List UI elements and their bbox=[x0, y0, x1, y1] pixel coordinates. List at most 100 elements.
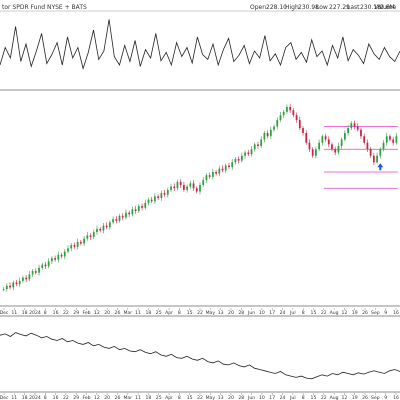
candle bbox=[147, 199, 150, 203]
candle bbox=[79, 241, 82, 244]
candle bbox=[266, 133, 269, 137]
candle bbox=[54, 258, 57, 260]
x-tick-label: 20 bbox=[228, 310, 234, 316]
candle bbox=[199, 185, 201, 192]
candle bbox=[157, 196, 160, 198]
x-tick-label: 26 bbox=[362, 310, 368, 316]
candle bbox=[379, 149, 382, 156]
low-label: Low bbox=[316, 4, 328, 11]
x-tick-label: 11 bbox=[135, 395, 141, 400]
candle bbox=[44, 264, 47, 267]
candle bbox=[102, 225, 105, 231]
candle bbox=[141, 206, 143, 208]
candle bbox=[279, 115, 282, 120]
candle bbox=[211, 172, 214, 177]
candle bbox=[360, 129, 362, 137]
date-axis: Dec 11 18 2024 8 16 22 29 Feb 12 20 26 Mar 11 18 25 Apr 8… bbox=[0, 308, 399, 316]
low-value: 227.29 bbox=[329, 4, 350, 11]
x-tick-label: 12 bbox=[341, 395, 347, 400]
high-value: 230.98 bbox=[298, 4, 319, 11]
candle bbox=[186, 186, 189, 190]
candle bbox=[154, 196, 156, 202]
x-tick-label: 20 bbox=[228, 395, 234, 400]
lower-indicator-panel bbox=[0, 332, 400, 380]
candle bbox=[263, 133, 266, 140]
ohlc-readout: Open 228.10 High 230.98 Low 227.29 Last … bbox=[250, 4, 397, 11]
x-tick-label: 26 bbox=[115, 395, 121, 400]
candle bbox=[195, 188, 198, 192]
x-tick-label: 15 bbox=[311, 310, 317, 316]
candle bbox=[253, 144, 256, 150]
candle bbox=[160, 193, 163, 198]
x-tick-label: 16 bbox=[393, 395, 399, 400]
candle bbox=[2, 289, 5, 290]
x-tick-label: 18 bbox=[22, 395, 28, 400]
candle bbox=[257, 144, 259, 146]
volume-value: 2.6M bbox=[380, 4, 395, 11]
x-tick-label: 22 bbox=[63, 310, 69, 316]
candle bbox=[315, 149, 317, 156]
x-tick-label: 22 bbox=[197, 395, 203, 400]
candle bbox=[173, 186, 176, 189]
x-tick-label: 24 bbox=[280, 310, 286, 316]
candle bbox=[47, 261, 50, 267]
last-label: Last bbox=[347, 4, 360, 11]
candle bbox=[5, 285, 8, 289]
candle bbox=[125, 212, 127, 218]
x-tick-label: Feb bbox=[82, 395, 90, 400]
candle bbox=[311, 149, 314, 156]
candle bbox=[273, 126, 275, 130]
candle bbox=[244, 152, 246, 156]
x-tick-label: 26 bbox=[115, 310, 121, 316]
x-tick-label: 19 bbox=[352, 310, 358, 316]
candle bbox=[240, 155, 243, 161]
candle bbox=[247, 152, 250, 155]
x-tick-label: 18 bbox=[22, 310, 28, 316]
last-value: 230.18 bbox=[360, 4, 381, 11]
x-tick-label: Apr bbox=[165, 310, 173, 316]
candle bbox=[389, 136, 391, 140]
candle bbox=[356, 126, 359, 130]
x-tick-label: 22 bbox=[197, 310, 203, 316]
x-tick-label: 8 bbox=[44, 395, 47, 400]
x-tick-label: Aug bbox=[330, 310, 339, 316]
x-tick-label: 22 bbox=[321, 395, 327, 400]
candle bbox=[189, 183, 192, 187]
candle bbox=[9, 285, 11, 288]
candle bbox=[205, 175, 208, 181]
x-tick-label: 15 bbox=[187, 395, 193, 400]
x-tick-label: 18 bbox=[145, 395, 151, 400]
x-tick-label: 8 bbox=[178, 310, 181, 316]
x-tick-label: 2024 bbox=[29, 395, 41, 400]
x-tick-label: 16 bbox=[393, 310, 399, 316]
date-axis-bottom: Dec 11 18 2024 8 16 22 29 Feb 12 20 26 Mar 11 18 25 Apr 8… bbox=[0, 393, 399, 400]
candle bbox=[221, 168, 224, 171]
candle bbox=[395, 136, 398, 143]
candle bbox=[83, 238, 85, 244]
candle bbox=[343, 133, 346, 140]
candle bbox=[295, 115, 298, 120]
candle bbox=[231, 162, 234, 168]
volume-label: Volume bbox=[374, 4, 397, 11]
x-tick-label: Dec bbox=[0, 310, 9, 316]
candle bbox=[179, 181, 182, 185]
candle bbox=[347, 128, 349, 133]
candle bbox=[28, 274, 31, 280]
candle bbox=[76, 241, 79, 247]
x-tick-label: Feb bbox=[82, 310, 90, 316]
candle bbox=[89, 235, 92, 237]
candle bbox=[22, 277, 24, 281]
candle bbox=[353, 123, 356, 127]
x-tick-label: 20 bbox=[104, 395, 110, 400]
x-tick-label: Jul bbox=[289, 395, 296, 400]
candle bbox=[302, 128, 304, 133]
x-tick-label: 8 bbox=[178, 395, 181, 400]
x-tick-label: 18 bbox=[145, 310, 151, 316]
candle bbox=[224, 165, 227, 171]
x-tick-label: Sep bbox=[371, 310, 380, 316]
candle bbox=[67, 248, 69, 252]
x-tick-label: Mar bbox=[123, 310, 132, 316]
candle bbox=[337, 146, 340, 153]
candle bbox=[286, 107, 288, 112]
